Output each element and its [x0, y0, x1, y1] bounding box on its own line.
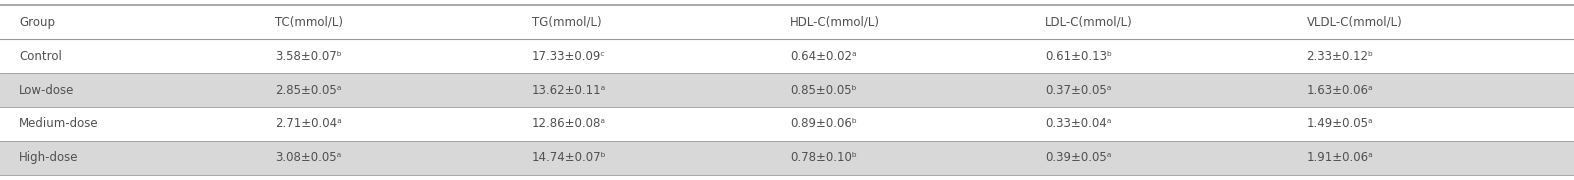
Text: 1.49±0.05ᵃ: 1.49±0.05ᵃ: [1306, 117, 1373, 130]
Text: 0.64±0.02ᵃ: 0.64±0.02ᵃ: [790, 50, 856, 63]
Text: 1.63±0.06ᵃ: 1.63±0.06ᵃ: [1306, 84, 1373, 96]
Text: Group: Group: [19, 16, 55, 29]
Text: 0.61±0.13ᵇ: 0.61±0.13ᵇ: [1045, 50, 1113, 63]
Text: Medium-dose: Medium-dose: [19, 117, 99, 130]
Text: VLDL-C(mmol/L): VLDL-C(mmol/L): [1306, 16, 1402, 29]
Text: 0.33±0.04ᵃ: 0.33±0.04ᵃ: [1045, 117, 1111, 130]
Text: LDL-C(mmol/L): LDL-C(mmol/L): [1045, 16, 1133, 29]
Text: 12.86±0.08ᵃ: 12.86±0.08ᵃ: [532, 117, 606, 130]
Text: 2.85±0.05ᵃ: 2.85±0.05ᵃ: [275, 84, 342, 96]
Text: 0.85±0.05ᵇ: 0.85±0.05ᵇ: [790, 84, 856, 96]
Text: HDL-C(mmol/L): HDL-C(mmol/L): [790, 16, 880, 29]
Bar: [0, 141, 1574, 175]
Text: 17.33±0.09ᶜ: 17.33±0.09ᶜ: [532, 50, 606, 63]
Text: 0.37±0.05ᵃ: 0.37±0.05ᵃ: [1045, 84, 1111, 96]
Text: High-dose: High-dose: [19, 151, 79, 164]
Text: 3.58±0.07ᵇ: 3.58±0.07ᵇ: [275, 50, 342, 63]
Text: Control: Control: [19, 50, 61, 63]
Text: 0.39±0.05ᵃ: 0.39±0.05ᵃ: [1045, 151, 1111, 164]
Text: 2.71±0.04ᵃ: 2.71±0.04ᵃ: [275, 117, 342, 130]
Text: TG(mmol/L): TG(mmol/L): [532, 16, 601, 29]
Text: 2.33±0.12ᵇ: 2.33±0.12ᵇ: [1306, 50, 1374, 63]
Text: 0.78±0.10ᵇ: 0.78±0.10ᵇ: [790, 151, 856, 164]
Text: 0.89±0.06ᵇ: 0.89±0.06ᵇ: [790, 117, 856, 130]
Bar: [0, 73, 1574, 107]
Text: 1.91±0.06ᵃ: 1.91±0.06ᵃ: [1306, 151, 1373, 164]
Text: 3.08±0.05ᵃ: 3.08±0.05ᵃ: [275, 151, 342, 164]
Text: 14.74±0.07ᵇ: 14.74±0.07ᵇ: [532, 151, 606, 164]
Text: Low-dose: Low-dose: [19, 84, 74, 96]
Text: TC(mmol/L): TC(mmol/L): [275, 16, 343, 29]
Text: 13.62±0.11ᵃ: 13.62±0.11ᵃ: [532, 84, 606, 96]
